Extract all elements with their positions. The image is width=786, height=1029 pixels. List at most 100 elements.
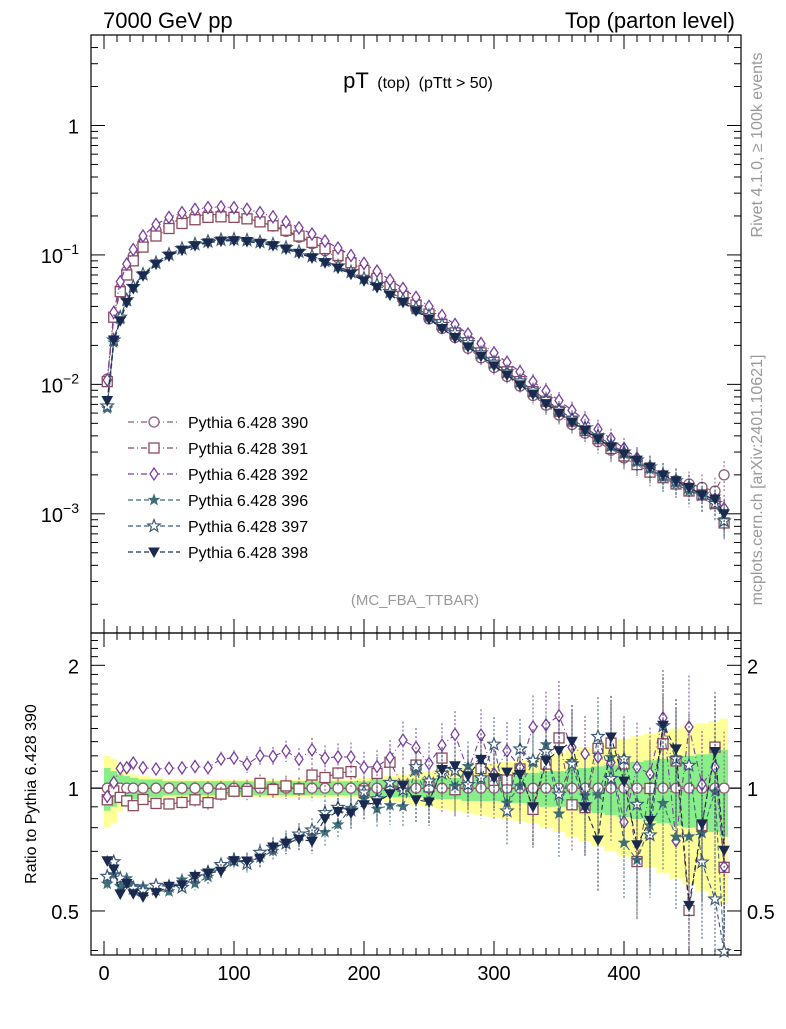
ratio-point — [670, 744, 682, 755]
ratio-point — [294, 752, 304, 767]
ratio-point — [267, 783, 279, 796]
ratio-point — [102, 789, 113, 804]
main-point — [138, 228, 148, 244]
main-point — [592, 434, 604, 445]
ratio-point — [203, 760, 213, 775]
ratio-point — [590, 728, 606, 744]
ratio-point — [385, 750, 395, 765]
legend-marker — [146, 517, 162, 533]
ratio-ytick-label-right: 0.5 — [747, 902, 775, 924]
ratio-point — [189, 782, 201, 794]
main-point — [449, 333, 461, 344]
ratio-point — [306, 836, 318, 848]
ratio-point — [137, 793, 149, 806]
ratio-point — [268, 749, 278, 764]
main-point — [281, 214, 291, 230]
main-point — [410, 306, 422, 317]
ratio-point — [254, 777, 266, 789]
ratio-point — [190, 759, 200, 774]
main-point — [280, 244, 292, 256]
ratio-xtick-label: 0 — [98, 963, 109, 985]
ratio-point — [120, 878, 133, 890]
legend-label: Pythia 6.428 396 — [188, 493, 308, 510]
main-point — [114, 316, 127, 327]
main-point — [566, 417, 578, 429]
main-point — [294, 220, 304, 235]
main-point — [101, 396, 114, 407]
main-point — [657, 470, 669, 481]
ratio-point — [293, 834, 305, 846]
ratio-ytick-label-left: 1 — [68, 779, 79, 801]
ratio-ytick-label-left: 0.5 — [51, 902, 79, 924]
main-point — [320, 233, 330, 249]
main-point — [107, 335, 120, 347]
header-left: 7000 GeV pp — [103, 8, 233, 33]
ratio-point — [331, 817, 345, 830]
ratio-point — [319, 771, 331, 784]
ratio-point — [228, 785, 240, 797]
main-point — [202, 238, 214, 249]
ratio-point — [280, 780, 292, 792]
ratio-point — [421, 772, 437, 788]
ratio-point — [553, 746, 565, 757]
ratio-point — [333, 749, 343, 765]
ratio-point — [202, 868, 214, 879]
ratio-point — [591, 787, 605, 800]
main-point — [293, 248, 305, 260]
ratio-point — [163, 782, 175, 794]
legend-item-4: Pythia 6.428 396 — [128, 493, 308, 510]
legend-marker — [148, 416, 160, 428]
legend: Pythia 6.428 390 Pythia 6.428 391 Pythia 6… — [128, 415, 308, 562]
main-point — [709, 494, 721, 506]
ratio-point — [668, 750, 684, 766]
ratio-point — [150, 782, 162, 794]
main-point — [190, 202, 200, 217]
ratio-point — [127, 889, 140, 900]
legend-marker — [148, 547, 160, 559]
main-point — [346, 248, 356, 263]
main-point — [540, 399, 552, 410]
main-point — [514, 380, 526, 391]
legend-item-1: Pythia 6.428 390 — [128, 415, 308, 432]
main-point — [488, 361, 500, 372]
ratio-point — [707, 890, 723, 906]
ratio-point — [280, 838, 292, 850]
ratio-point — [164, 761, 174, 776]
main-frame — [90, 34, 742, 634]
main-point — [255, 205, 265, 220]
legend-item-2: Pythia 6.428 391 — [128, 441, 308, 458]
ratio-point — [473, 769, 489, 785]
ratio-point — [423, 797, 435, 808]
ratio-point — [449, 761, 461, 772]
ratio-point — [397, 781, 409, 792]
main-point — [644, 462, 656, 474]
main-point — [121, 256, 132, 272]
main-point — [605, 442, 617, 453]
ratio-point — [528, 719, 538, 735]
legend-item-5: Pythia 6.428 397 — [128, 517, 308, 536]
ratio-point — [475, 754, 487, 766]
ratio-point — [177, 760, 187, 776]
legend-label: Pythia 6.428 392 — [188, 467, 308, 484]
main-title-var: pT — [343, 68, 369, 93]
main-point — [475, 351, 487, 363]
ratio-point — [151, 761, 161, 777]
ratio-point — [696, 819, 708, 830]
ratio-point — [410, 795, 422, 806]
ratio-point — [538, 743, 554, 759]
ratio-point — [242, 756, 252, 772]
ratio-point — [127, 800, 139, 812]
ratio-point — [657, 720, 669, 732]
watermark: (MC_FBA_TTBAR) — [351, 592, 479, 609]
main-point — [137, 271, 149, 282]
ratio-point — [267, 842, 279, 853]
ratio-point — [631, 840, 643, 851]
main-point — [215, 236, 227, 248]
ratio-point — [617, 836, 631, 849]
ratio-xtick-label: 100 — [217, 963, 250, 985]
legend-item-6: Pythia 6.428 398 — [128, 545, 308, 562]
rivet-label: Rivet 4.1.0, ≥ 100k events — [749, 53, 766, 238]
mcplots-label: mcplots.cern.ch [arXiv:2401.10621] — [749, 355, 766, 606]
ratio-point — [629, 796, 645, 812]
ratio-point — [398, 732, 408, 748]
